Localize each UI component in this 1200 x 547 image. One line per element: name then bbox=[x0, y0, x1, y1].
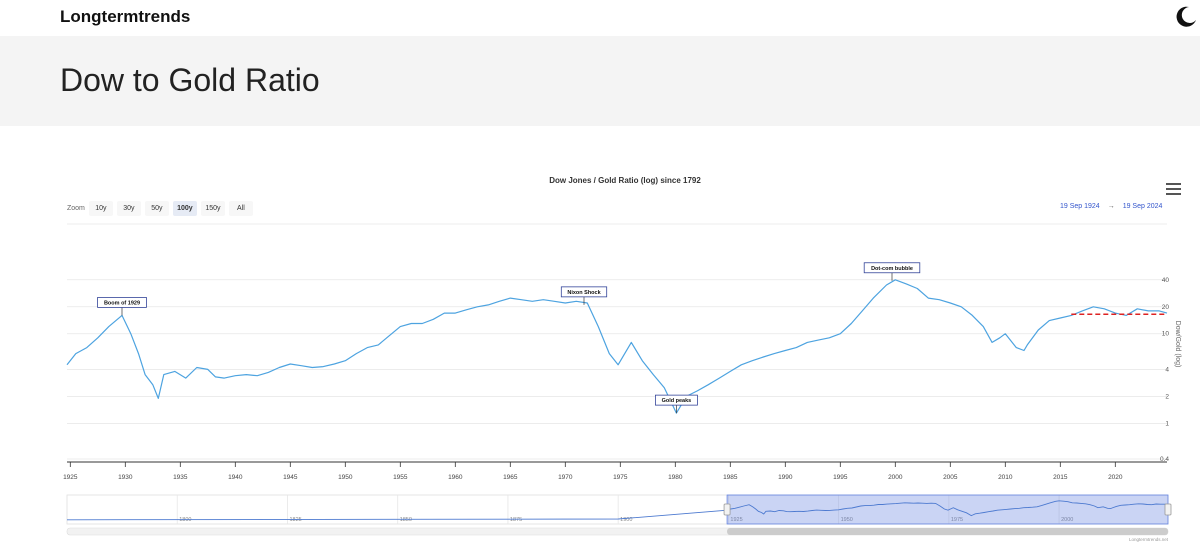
x-tick-label: 1970 bbox=[558, 474, 573, 481]
navigator-tick-label: 1875 bbox=[510, 517, 522, 523]
chart-title: Dow Jones / Gold Ratio (log) since 1792 bbox=[549, 176, 701, 185]
range-to-date[interactable]: 19 Sep 2024 bbox=[1122, 203, 1163, 210]
navigator-tick-label: 1850 bbox=[400, 517, 412, 523]
y-tick-label: 20 bbox=[1162, 304, 1170, 311]
x-tick-label: 1935 bbox=[173, 474, 188, 481]
navigator-tick-label: 1975 bbox=[951, 517, 963, 523]
range-arrow: → bbox=[1107, 203, 1115, 210]
page-title: Dow to Gold Ratio bbox=[60, 62, 320, 98]
plot-series bbox=[66, 279, 1168, 414]
chart-svg: 0.4 1 2 4 10 20 40 Dow/Gold (log) 1925 1930 1935… bbox=[63, 223, 1181, 542]
y-tick-labels: 0.4 1 2 4 10 20 40 bbox=[1160, 277, 1169, 463]
hamburger-menu-icon[interactable] bbox=[1166, 183, 1181, 195]
title-banner: Dow to Gold Ratio bbox=[0, 36, 1200, 126]
y-tick-label: 0.4 bbox=[1160, 456, 1169, 463]
annotation-box bbox=[97, 297, 147, 308]
zoom-selector: Zoom 10y 30y 50y 100y 150y All bbox=[67, 200, 257, 216]
x-tick-label: 1945 bbox=[283, 474, 298, 481]
zoom-label: Zoom bbox=[67, 204, 85, 212]
x-tick-label: 2000 bbox=[888, 474, 903, 481]
x-tick-label: 1955 bbox=[393, 474, 408, 481]
x-tick-label: 1940 bbox=[228, 474, 243, 481]
navigator-tick-label: 2000 bbox=[1061, 517, 1073, 523]
x-tick-label: 1995 bbox=[833, 474, 848, 481]
navigator-selection[interactable] bbox=[726, 494, 1169, 525]
x-axis: 1925 1930 1935 1940 1945 1950 1955 1960 1965 1970… bbox=[63, 461, 1167, 481]
navigator-tick-label: 1950 bbox=[841, 517, 853, 523]
navigator-right-handle[interactable] bbox=[1164, 503, 1172, 516]
moon-icon[interactable] bbox=[1174, 5, 1198, 29]
zoom-all-button[interactable]: All bbox=[228, 200, 253, 216]
annotation-label: Boom of 1929 bbox=[104, 300, 140, 306]
annotation-flag[interactable]: Dot-com bubble bbox=[863, 262, 921, 281]
zoom-100y-button[interactable]: 100y bbox=[172, 200, 197, 216]
site-brand[interactable]: Longtermtrends bbox=[60, 7, 191, 26]
y-tick-label: 10 bbox=[1162, 331, 1170, 338]
x-tick-label: 1990 bbox=[778, 474, 793, 481]
grid-lines bbox=[67, 223, 1167, 460]
navigator-series bbox=[66, 500, 1169, 521]
y-tick-label: 1 bbox=[1165, 420, 1169, 427]
x-tick-label: 1965 bbox=[503, 474, 518, 481]
x-tick-label: 1960 bbox=[448, 474, 463, 481]
annotation-flag[interactable]: Nixon Shock bbox=[560, 286, 608, 305]
zoom-30y-button[interactable]: 30y bbox=[116, 200, 141, 216]
scrollbar-thumb[interactable] bbox=[727, 528, 1168, 535]
zoom-10y-button[interactable]: 10y bbox=[88, 200, 113, 216]
annotation-label: Nixon Shock bbox=[567, 290, 601, 296]
zoom-150y-button[interactable]: 150y bbox=[200, 200, 225, 216]
y-tick-label: 40 bbox=[1162, 277, 1170, 284]
chart-container: Dow Jones / Gold Ratio (log) since 1792 … bbox=[0, 126, 1200, 547]
x-tick-label: 1930 bbox=[118, 474, 133, 481]
annotation-box bbox=[655, 394, 698, 406]
navigator-tick-label: 1900 bbox=[620, 517, 632, 523]
series-line[interactable] bbox=[66, 279, 1168, 414]
x-tick-label: 2015 bbox=[1053, 474, 1068, 481]
y-tick-label: 2 bbox=[1165, 393, 1169, 400]
annotation-box bbox=[560, 286, 608, 298]
x-tick-label: 1925 bbox=[63, 474, 78, 481]
annotation-flag[interactable]: Gold peaks bbox=[655, 394, 698, 414]
y-axis-label: Dow/Gold (log) bbox=[1174, 321, 1181, 368]
y-tick-label: 4 bbox=[1165, 366, 1169, 373]
top-bar: Longtermtrends bbox=[0, 0, 1200, 36]
chart-annotations: Boom of 1929 Nixon Shock Gold peaks Dot-com… bbox=[97, 262, 921, 414]
date-range-display: 19 Sep 1924 → 19 Sep 2024 bbox=[1060, 203, 1162, 210]
x-tick-label: 1975 bbox=[613, 474, 628, 481]
x-tick-label: 2020 bbox=[1108, 474, 1123, 481]
x-tick-label: 2005 bbox=[943, 474, 958, 481]
x-tick-label: 1950 bbox=[338, 474, 353, 481]
navigator: 180018251850187519001925195019752000 bbox=[66, 494, 1172, 536]
range-from-date[interactable]: 19 Sep 1924 bbox=[1060, 203, 1100, 210]
zoom-50y-button[interactable]: 50y bbox=[144, 200, 169, 216]
annotation-label: Gold peaks bbox=[662, 398, 692, 404]
x-tick-label: 2010 bbox=[998, 474, 1013, 481]
annotation-label: Dot-com bubble bbox=[871, 266, 913, 272]
x-tick-label: 1985 bbox=[723, 474, 738, 481]
navigator-tick-label: 1825 bbox=[289, 517, 301, 523]
navigator-tick-label: 1925 bbox=[730, 517, 742, 523]
navigator-left-handle[interactable] bbox=[723, 503, 731, 516]
chart-credit[interactable]: Longtermtrends.net bbox=[1129, 537, 1169, 542]
x-tick-label: 1980 bbox=[668, 474, 683, 481]
annotation-box bbox=[863, 262, 921, 274]
annotation-flag[interactable]: Boom of 1929 bbox=[97, 297, 147, 316]
